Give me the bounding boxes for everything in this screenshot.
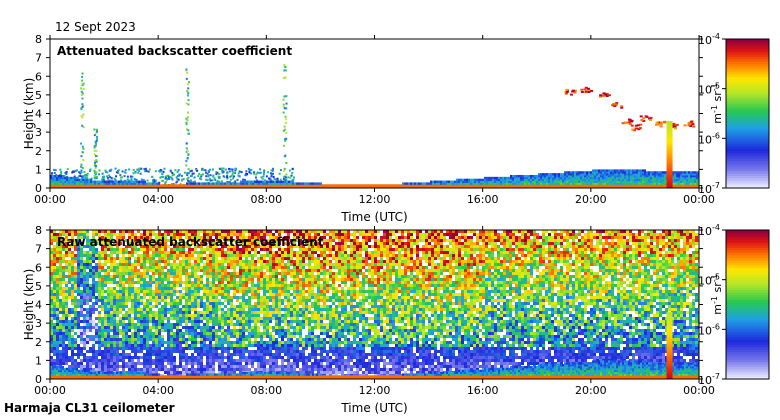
y-tick-label: 1 [35, 354, 42, 367]
x-tick-label: 12:00 [359, 384, 391, 397]
x-tick-label: 08:00 [250, 193, 282, 206]
plot-area [50, 230, 699, 379]
boundary-layer [50, 360, 699, 379]
x-tick-label: 20:00 [575, 384, 607, 397]
x-tick-label: 00:00 [34, 193, 66, 206]
colorbar-tick-label: 10-5 [698, 273, 720, 288]
chart-panel-2: Raw attenuated backscatter coefficient 0 1… [22, 223, 770, 415]
y-tick-label: 6 [35, 261, 42, 274]
colorbar: 10-7 10-6 10-5 10-4 m-1 sr-1 [698, 32, 770, 196]
colorbar-unit-label: m-1 sr-1 [710, 274, 724, 314]
y-tick-label: 6 [35, 70, 42, 83]
panel-title: Raw attenuated backscatter coefficient [57, 235, 324, 249]
y-tick-label: 4 [35, 299, 42, 312]
y-tick-label: 2 [35, 336, 42, 349]
y-tick-label: 5 [35, 89, 42, 102]
plot-area [50, 39, 699, 188]
colorbar-frame [725, 38, 770, 189]
noise-field [50, 230, 699, 379]
x-tick-label: 04:00 [142, 384, 174, 397]
x-tick-label: 20:00 [575, 193, 607, 206]
x-tick-label: 16:00 [467, 384, 499, 397]
date-label: 12 Sept 2023 [55, 20, 136, 34]
x-axis-label: Time (UTC) [340, 401, 407, 415]
plot-background [50, 39, 699, 188]
y-tick-label: 0 [35, 373, 42, 386]
colorbar: 10-7 10-6 10-5 10-4 m-1 sr-1 [698, 223, 770, 387]
colorbar-tick-label: 10-4 [698, 223, 720, 238]
y-axis-label: Height (km) [22, 269, 36, 340]
boundary-layer [50, 169, 699, 188]
precipitation-column [666, 120, 673, 188]
x-tick-label: 12:00 [359, 193, 391, 206]
y-tick-label: 5 [35, 280, 42, 293]
colorbar-tick-label: 10-7 [698, 372, 720, 387]
y-tick-label: 8 [35, 224, 42, 237]
y-tick-label: 7 [35, 243, 42, 256]
precipitation-column [666, 311, 673, 379]
x-tick-label: 04:00 [142, 193, 174, 206]
y-tick-label: 2 [35, 145, 42, 158]
station-label: Harmaja CL31 ceilometer [4, 401, 175, 415]
x-tick-label: 00:00 [34, 384, 66, 397]
x-tick-label: 00:00 [683, 384, 715, 397]
y-tick-label: 1 [35, 163, 42, 176]
y-tick-label: 8 [35, 33, 42, 46]
colorbar-tick-label: 10-6 [698, 131, 720, 146]
y-tick-label: 7 [35, 52, 42, 65]
x-axis-label: Time (UTC) [340, 210, 407, 224]
colorbar-tick-label: 10-6 [698, 322, 720, 337]
y-tick-label: 3 [35, 317, 42, 330]
x-tick-label: 00:00 [683, 193, 715, 206]
chart-panel-1: Attenuated backscatter coefficient 0 1 2 3 4 5… [22, 32, 770, 224]
y-tick-label: 3 [35, 126, 42, 139]
colorbar-tick-label: 10-5 [698, 82, 720, 97]
panel-title: Attenuated backscatter coefficient [57, 44, 292, 58]
y-tick-label: 4 [35, 108, 42, 121]
y-axis-label: Height (km) [22, 78, 36, 149]
y-tick-label: 0 [35, 182, 42, 195]
x-tick-label: 16:00 [467, 193, 499, 206]
colorbar-unit-label: m-1 sr-1 [710, 83, 724, 123]
x-tick-label: 08:00 [250, 384, 282, 397]
colorbar-tick-label: 10-7 [698, 181, 720, 196]
colorbar-frame [725, 229, 770, 380]
colorbar-tick-label: 10-4 [698, 32, 720, 47]
